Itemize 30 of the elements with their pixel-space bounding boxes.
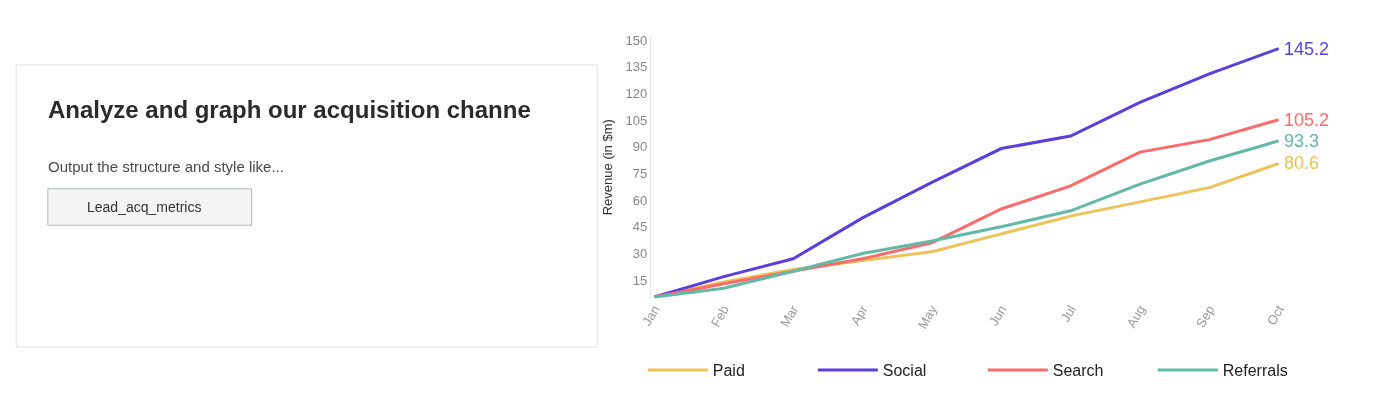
y-tick-label: 30 bbox=[632, 246, 648, 262]
y-tick-label: 75 bbox=[632, 165, 648, 181]
y-tick-label: 135 bbox=[625, 59, 648, 75]
x-tick-label: Jan bbox=[639, 302, 663, 329]
x-tick-label: Sep bbox=[1192, 302, 1218, 331]
legend-label: Referrals bbox=[1222, 362, 1288, 380]
data-label: 145.2 bbox=[1284, 39, 1330, 59]
data-label: 105.2 bbox=[1284, 110, 1330, 130]
x-tick-label: Oct bbox=[1263, 302, 1288, 328]
legend-label: Social bbox=[882, 362, 927, 380]
text: Analyze and graph our acquisition channe bbox=[48, 96, 531, 123]
data-label: 93.3 bbox=[1284, 131, 1320, 151]
x-tick-label: Mar bbox=[777, 302, 802, 330]
x-tick-label: Jul bbox=[1057, 302, 1079, 325]
y-tick-label: 15 bbox=[632, 272, 648, 288]
legend-label: Search bbox=[1052, 362, 1104, 380]
y-tick-label: 90 bbox=[632, 139, 648, 155]
y-tick-label: 150 bbox=[625, 32, 648, 48]
x-tick-label: Jun bbox=[985, 302, 1010, 329]
text: Output the structure and style like... bbox=[48, 158, 284, 175]
y-tick-label: 120 bbox=[625, 85, 648, 101]
y-tick-label: 60 bbox=[632, 192, 648, 208]
y-tick-label: 105 bbox=[625, 112, 648, 128]
text: Lead_acq_metrics bbox=[87, 199, 202, 215]
x-tick-label: Apr bbox=[847, 302, 872, 328]
legend-label: Paid bbox=[712, 362, 745, 380]
y-tick-label: 45 bbox=[632, 219, 648, 235]
y-axis-title: Revenue (in $m) bbox=[599, 119, 615, 216]
x-tick-label: Feb bbox=[707, 302, 732, 330]
data-label: 80.6 bbox=[1284, 153, 1320, 173]
